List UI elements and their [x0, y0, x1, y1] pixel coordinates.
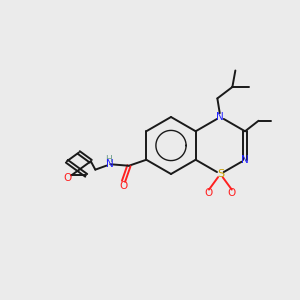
- Text: O: O: [63, 173, 71, 183]
- Text: N: N: [106, 159, 114, 169]
- Text: S: S: [217, 169, 224, 179]
- Text: O: O: [119, 181, 128, 191]
- Text: O: O: [228, 188, 236, 198]
- Text: N: N: [217, 112, 224, 122]
- Text: O: O: [205, 188, 213, 198]
- Text: N: N: [241, 155, 249, 165]
- Text: H: H: [105, 154, 112, 164]
